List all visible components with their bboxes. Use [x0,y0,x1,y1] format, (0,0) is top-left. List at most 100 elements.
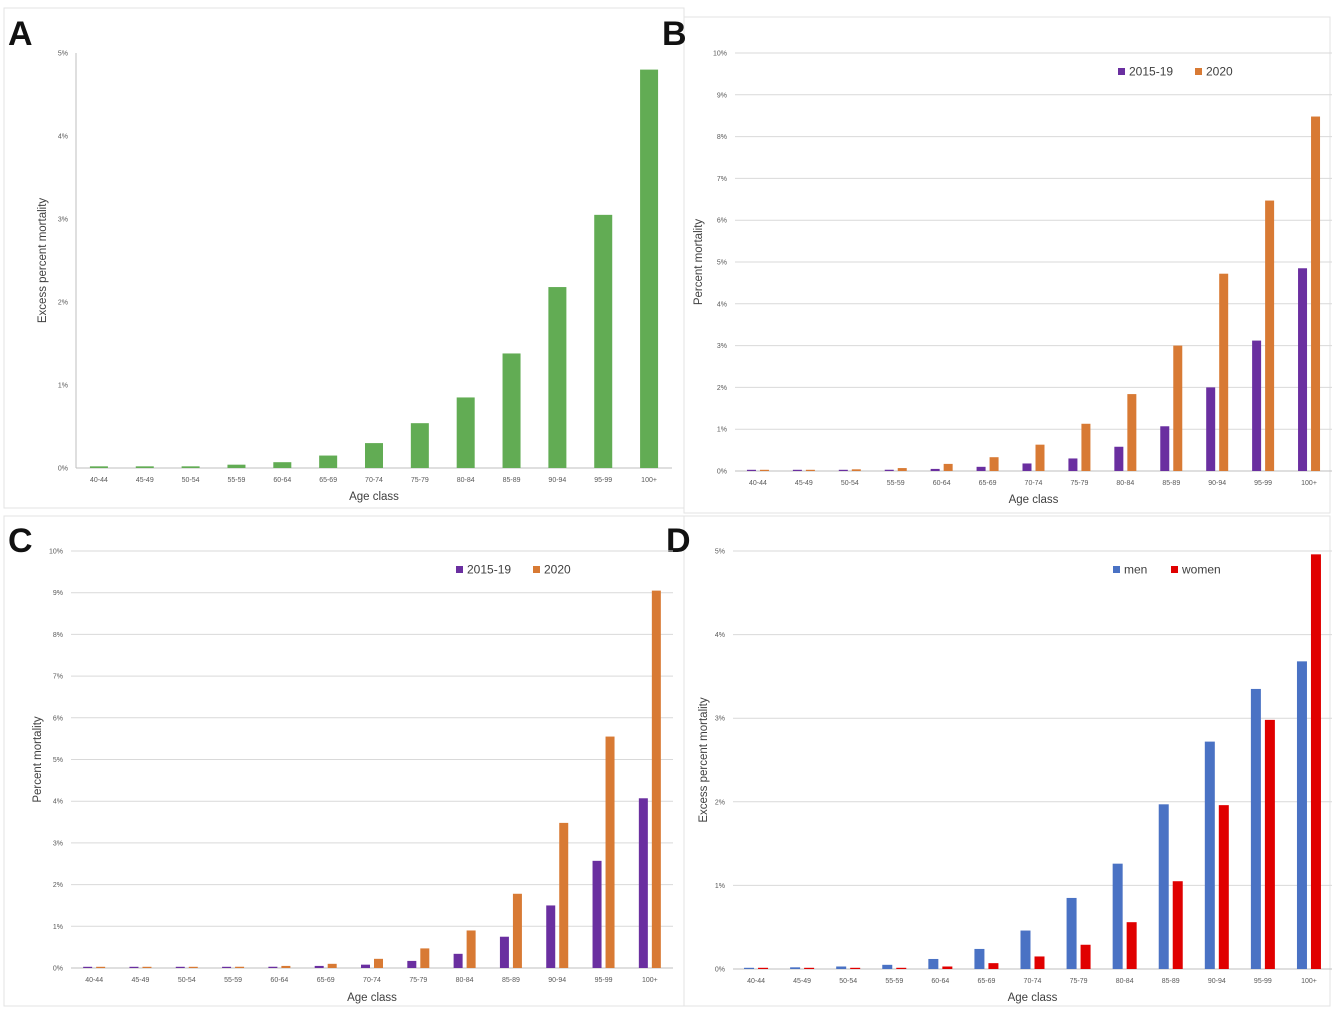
bar-2020-60-64 [281,965,291,968]
x-tick-label: 55-59 [228,477,246,484]
bar-women-50-54 [850,967,861,969]
bar-women-90-94 [1218,805,1229,969]
bar-2015-19-70-74 [361,964,370,968]
x-tick-label: 60-64 [273,477,291,484]
bar-men-80-84 [1112,863,1123,969]
y-tick-label: 0% [717,469,727,476]
legend-swatch [1171,566,1178,573]
bar-value-65-69 [319,455,338,468]
bar-women-75-79 [1080,944,1091,969]
bar-2015-19-95-99 [592,860,602,968]
y-tick-label: 1% [717,427,727,434]
bar-women-60-64 [942,966,953,969]
y-tick-label: 4% [715,632,725,639]
x-tick-label: 75-79 [409,977,427,984]
x-axis-title: Age class [1009,494,1059,506]
x-tick-label: 70-74 [1025,480,1043,487]
x-tick-label: 75-79 [411,477,429,484]
legend-label: 2015-19 [467,563,511,577]
x-tick-label: 60-64 [931,978,949,985]
bar-value-55-59 [227,464,246,468]
panel-b-frame [683,16,1331,514]
bar-women-80-84 [1126,922,1137,969]
x-tick-label: 90-94 [548,477,566,484]
bar-2015-19-95-99 [1252,340,1262,471]
bar-2020-80-84 [466,930,476,968]
panel-d-frame [683,515,1331,1007]
bar-men-65-69 [974,948,985,969]
bar-2020-60-64 [943,463,953,471]
x-tick-label: 65-69 [319,477,337,484]
x-tick-label: 65-69 [979,480,997,487]
x-tick-label: 45-49 [793,978,811,985]
bar-value-100+ [640,69,659,468]
y-axis-title: Excess percent mortality [698,697,710,823]
bar-2020-75-79 [1081,423,1091,471]
x-tick-label: 55-59 [885,978,903,985]
legend-swatch [1195,68,1202,75]
bar-2015-19-85-89 [1160,426,1170,471]
legend-swatch [1118,68,1125,75]
bar-men-85-89 [1158,804,1169,969]
x-tick-label: 65-69 [317,977,335,984]
y-tick-label: 2% [58,300,68,307]
bar-women-55-59 [896,967,907,969]
x-tick-label: 50-54 [841,480,859,487]
y-tick-label: 4% [53,799,63,806]
bar-2015-19-75-79 [1068,458,1078,471]
y-axis-title: Excess percent mortality [37,198,49,324]
bar-2020-85-89 [512,893,522,968]
bar-2015-19-60-64 [268,966,278,968]
bar-value-95-99 [594,214,613,468]
x-axis-title: Age class [1008,992,1058,1004]
bar-2020-85-89 [1173,345,1183,471]
x-tick-label: 50-54 [178,977,196,984]
y-tick-label: 6% [53,715,63,722]
panel-d-chart: 0% 1% 2% 3% 4% 5% 40-44 45-49 50-54 55-59 60-64 65-… [698,549,1332,1004]
legend-label: men [1124,563,1147,577]
x-tick-label: 85-89 [502,977,520,984]
x-tick-label: 75-79 [1070,480,1088,487]
bar-men-90-94 [1204,741,1215,969]
bar-2015-19-65-69 [314,965,324,968]
x-axis-title: Age class [349,491,399,503]
x-tick-label: 85-89 [1162,978,1180,985]
bar-2020-70-74 [374,958,383,968]
panel-a-frame [3,7,685,509]
y-tick-label: 2% [715,799,725,806]
bar-men-75-79 [1066,897,1077,969]
y-tick-label: 5% [58,51,68,58]
bar-2015-19-55-59 [884,469,894,471]
bar-women-45-49 [804,967,815,969]
y-axis-title: Percent mortality [693,219,705,306]
x-tick-label: 95-99 [1254,978,1272,985]
y-tick-label: 9% [53,590,63,597]
panel-letter-a: A [8,15,33,53]
bar-2015-19-80-84 [1114,446,1124,471]
bar-2020-40-44 [96,966,106,968]
bar-2020-45-49 [805,469,815,471]
x-tick-label: 60-64 [270,977,288,984]
y-tick-label: 8% [53,632,63,639]
bar-men-60-64 [928,958,939,969]
bar-2015-19-60-64 [930,468,940,471]
panel-c-chart: 0% 1% 2% 3% 4% 5% 6% 7% 8% 9% 10% 40-44 45-49 50-54 55… [32,549,673,1004]
bar-women-40-44 [758,967,769,969]
bar-2015-19-85-89 [499,936,509,968]
panel-letter-c: C [8,522,33,560]
bar-2020-40-44 [759,469,769,471]
x-tick-label: 90-94 [1208,978,1226,985]
legend-label: women [1181,563,1221,577]
bar-2020-80-84 [1127,394,1137,471]
bar-2015-19-50-54 [175,966,185,968]
bar-2020-55-59 [235,966,245,968]
bar-value-70-74 [365,443,383,468]
bar-2015-19-90-94 [546,905,556,968]
x-tick-label: 50-54 [839,978,857,985]
x-tick-label: 95-99 [594,477,612,484]
x-tick-label: 100+ [1301,978,1317,985]
bar-value-60-64 [273,462,292,468]
bar-men-40-44 [744,967,755,969]
x-tick-label: 55-59 [224,977,242,984]
bar-value-80-84 [456,397,475,468]
